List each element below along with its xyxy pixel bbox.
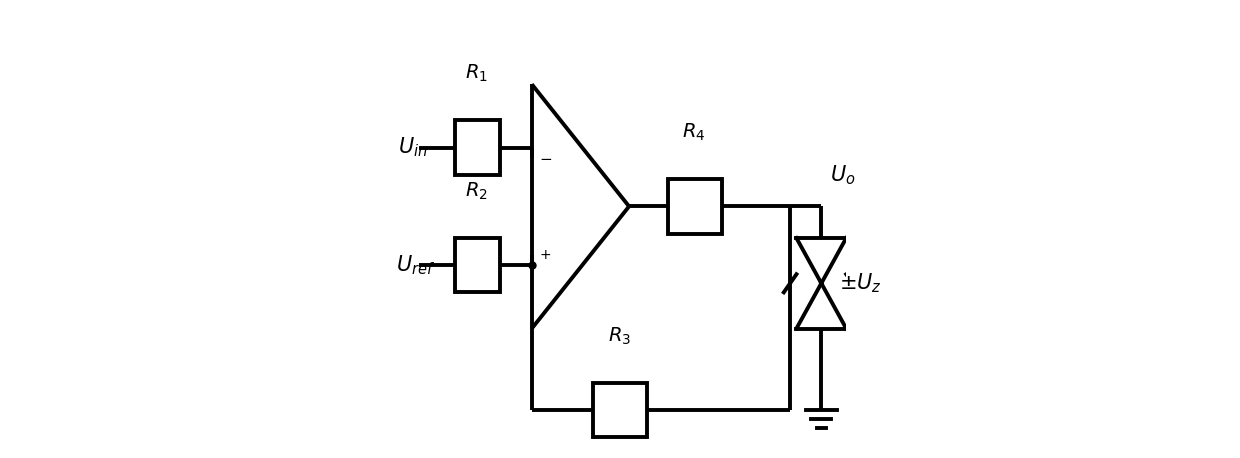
Bar [455,120,500,174]
Text: $R_1$: $R_1$ [465,63,489,84]
Text: $U_o$: $U_o$ [831,163,856,186]
Text: $U_{in}$: $U_{in}$ [398,136,428,159]
Text: $-$: $-$ [539,150,552,165]
Text: $R_3$: $R_3$ [609,325,631,347]
Bar [667,179,722,234]
Text: $R_2$: $R_2$ [465,180,489,202]
Bar [593,383,647,437]
Bar [455,238,500,292]
Text: $U_{ref}$: $U_{ref}$ [396,253,435,277]
Text: $+$: $+$ [539,248,551,262]
Text: $\pm U_z$: $\pm U_z$ [839,272,882,295]
Text: $R_4$: $R_4$ [682,122,706,143]
